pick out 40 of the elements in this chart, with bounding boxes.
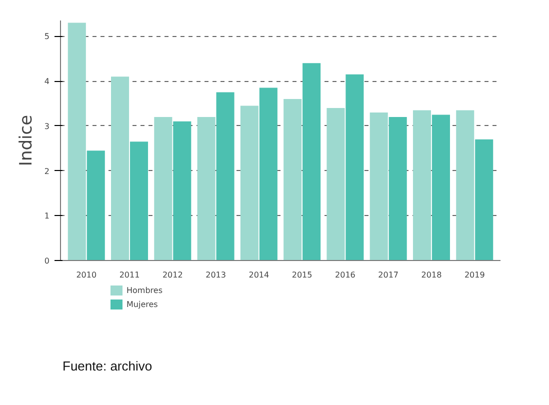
bar: [412, 110, 432, 260]
y-tick-label: 1: [44, 212, 50, 221]
x-tick-label: 2012: [162, 270, 183, 280]
bar: [456, 110, 474, 260]
y-tick-label: 2: [44, 166, 50, 176]
y-axis-title: Indice: [16, 114, 36, 166]
bar: [302, 63, 321, 260]
bar: [216, 92, 234, 260]
bar: [259, 88, 278, 260]
legend-label: Hombres: [126, 286, 162, 295]
bar: [173, 121, 192, 260]
bar: [240, 106, 258, 260]
x-tick-label: 2013: [206, 270, 226, 280]
bar: [197, 116, 216, 260]
y-tick-label: 0: [44, 256, 50, 266]
bar: [86, 150, 105, 260]
x-tick-label: 2017: [378, 270, 399, 280]
x-tick-label: 2011: [119, 270, 140, 280]
legend-label: Mujeres: [126, 300, 158, 309]
x-tick-label: 2015: [292, 270, 312, 280]
bar: [111, 76, 130, 260]
bar: [388, 116, 407, 260]
bar: [346, 74, 364, 260]
y-tick-label: 4: [44, 77, 50, 86]
bar: [130, 142, 148, 260]
x-tick-label: 2014: [248, 270, 270, 280]
x-tick-label: 2010: [76, 270, 97, 280]
bar: [154, 116, 172, 260]
x-tick-label: 2019: [464, 270, 485, 280]
y-tick-label: 5: [44, 32, 50, 42]
bar: [475, 139, 494, 260]
bar: [326, 108, 345, 260]
source-note: Fuente: archivo: [62, 358, 152, 374]
bar: [284, 99, 302, 260]
bar: [432, 114, 450, 260]
y-tick-label: 3: [44, 122, 50, 131]
bar: [370, 112, 388, 260]
x-tick-label: 2016: [335, 270, 356, 280]
bar: [68, 22, 86, 260]
x-tick-label: 2018: [421, 270, 442, 280]
